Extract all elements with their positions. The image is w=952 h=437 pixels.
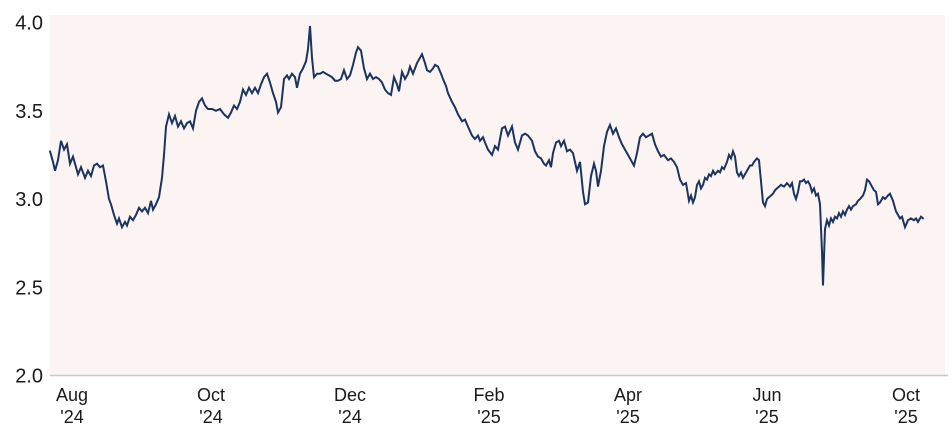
y-axis-tick-label: 2.5 bbox=[15, 277, 43, 299]
x-axis-tick-label-year: '24 bbox=[60, 407, 83, 427]
x-axis-tick-label-year: '25 bbox=[894, 407, 917, 427]
plot-area bbox=[50, 15, 945, 376]
x-axis-tick-label-month: Aug bbox=[56, 385, 88, 405]
x-axis-tick-label-month: Feb bbox=[473, 385, 504, 405]
x-axis-tick-label-year: '24 bbox=[199, 407, 222, 427]
y-axis-tick-label: 3.5 bbox=[15, 101, 43, 123]
x-axis-tick-label-month: Apr bbox=[614, 385, 642, 405]
x-axis-tick-label-month: Jun bbox=[752, 385, 781, 405]
x-axis-tick-label-year: '25 bbox=[755, 407, 778, 427]
x-axis-tick-label-year: '24 bbox=[338, 407, 361, 427]
x-axis-tick-label-year: '25 bbox=[477, 407, 500, 427]
x-axis-tick-label-month: Oct bbox=[892, 385, 920, 405]
y-axis-tick-label: 3.0 bbox=[15, 189, 43, 211]
x-axis-tick-label-year: '25 bbox=[616, 407, 639, 427]
y-axis-tick-label: 4.0 bbox=[15, 13, 43, 35]
x-axis-tick-label-month: Dec bbox=[334, 385, 366, 405]
data-line-series bbox=[49, 25, 924, 286]
y-axis-tick-label: 2.0 bbox=[15, 366, 43, 388]
x-axis-tick-label-month: Oct bbox=[197, 385, 225, 405]
